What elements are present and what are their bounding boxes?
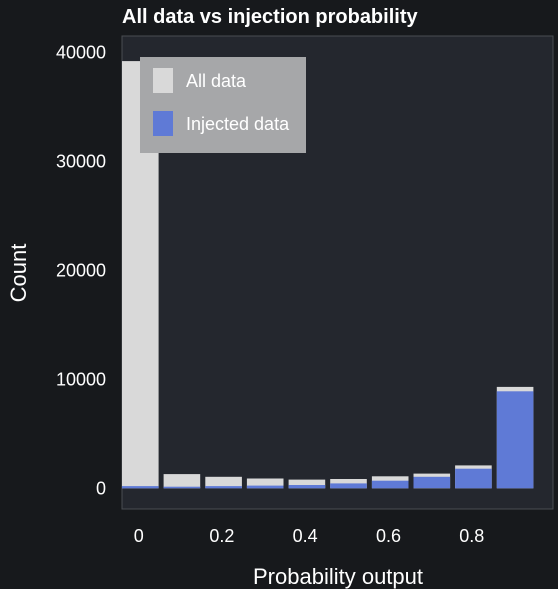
x-axis-ticks: 0 0.2 0.4 0.6 0.8 — [134, 526, 485, 546]
injected-data-bar-5 — [330, 483, 367, 489]
all-data-bar-1 — [163, 474, 201, 489]
legend-swatch-0 — [153, 68, 173, 93]
x-tick-label-1: 0.2 — [209, 526, 234, 546]
injected-data-bar-4 — [288, 485, 326, 489]
y-tick-label-4: 40000 — [56, 42, 106, 62]
injected-data-bar-6 — [371, 480, 409, 489]
legend-label-1: Injected data — [186, 114, 290, 134]
y-tick-label-1: 10000 — [56, 369, 106, 389]
x-tick-label-4: 0.8 — [459, 526, 484, 546]
all-data-bar-4 — [288, 479, 326, 489]
legend-swatch-1 — [153, 111, 173, 136]
y-tick-label-2: 20000 — [56, 260, 106, 280]
all-data-bar-3 — [246, 478, 284, 489]
y-axis-ticks: 0 10000 20000 30000 40000 — [56, 42, 106, 498]
injected-data-bar-8 — [455, 468, 492, 489]
x-tick-label-2: 0.4 — [293, 526, 318, 546]
x-tick-label-0: 0 — [134, 526, 144, 546]
injected-data-bar-9 — [496, 391, 534, 489]
injected-data-bar-2 — [205, 486, 242, 489]
injected-data-bar-1 — [163, 486, 201, 489]
x-axis-label: Probability output — [253, 564, 423, 589]
all-data-bar-2 — [205, 476, 242, 489]
y-tick-label-0: 0 — [96, 478, 106, 498]
chart-title: All data vs injection probability — [122, 6, 418, 28]
y-tick-label-3: 30000 — [56, 151, 106, 171]
legend: All data Injected data — [140, 57, 306, 153]
x-tick-label-3: 0.6 — [376, 526, 401, 546]
y-axis-label: Count — [6, 244, 31, 303]
injected-data-bar-3 — [246, 485, 284, 489]
legend-label-0: All data — [186, 71, 247, 91]
injected-data-bar-0 — [122, 486, 159, 489]
injected-data-bar-7 — [413, 476, 451, 489]
